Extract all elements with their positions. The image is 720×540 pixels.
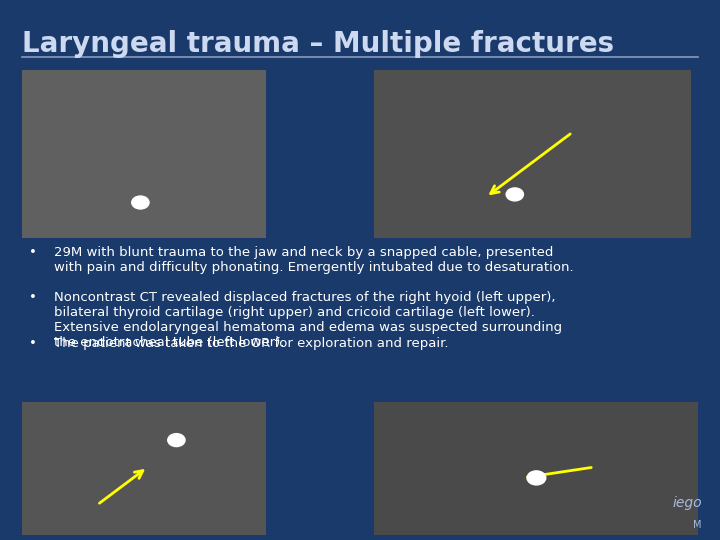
Text: •: • — [29, 338, 37, 350]
Text: •: • — [29, 291, 37, 303]
Text: •: • — [29, 246, 37, 259]
FancyBboxPatch shape — [22, 70, 266, 238]
Circle shape — [527, 471, 546, 485]
Text: The patient was taken to the OR for exploration and repair.: The patient was taken to the OR for expl… — [54, 338, 449, 350]
Text: M: M — [693, 520, 702, 530]
Text: Laryngeal trauma – Multiple fractures: Laryngeal trauma – Multiple fractures — [22, 30, 613, 58]
FancyBboxPatch shape — [374, 70, 691, 238]
Text: 29M with blunt trauma to the jaw and neck by a snapped cable, presented
with pai: 29M with blunt trauma to the jaw and nec… — [54, 246, 574, 274]
Text: Noncontrast CT revealed displaced fractures of the right hyoid (left upper),
bil: Noncontrast CT revealed displaced fractu… — [54, 291, 562, 348]
FancyBboxPatch shape — [22, 402, 266, 535]
Circle shape — [132, 196, 149, 209]
Circle shape — [168, 434, 185, 447]
Text: iego: iego — [672, 496, 702, 510]
Circle shape — [506, 188, 523, 201]
FancyBboxPatch shape — [374, 402, 698, 535]
